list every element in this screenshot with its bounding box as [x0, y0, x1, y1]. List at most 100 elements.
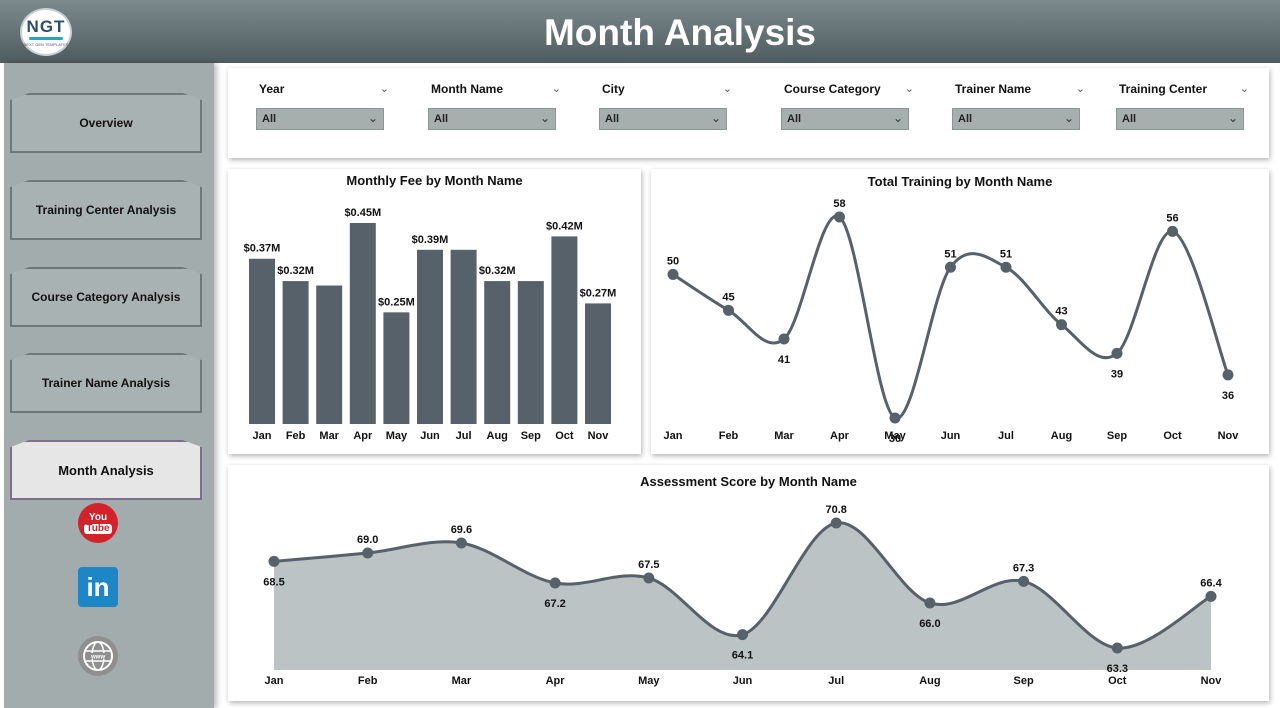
filter-year-value: All [262, 113, 277, 125]
x-tick-label: May [638, 675, 660, 687]
filter-year: Year ⌄ All ⌄ [256, 82, 389, 130]
nav-overview-button[interactable]: Overview [10, 93, 202, 153]
chevron-down-icon[interactable]: ⌄ [904, 83, 914, 95]
series-line-assessment-score [273, 521, 1212, 650]
linkedin-icon[interactable]: in [78, 567, 118, 607]
filter-month-name-label: Month Name [431, 82, 503, 96]
nav-training-center-analysis-button[interactable]: Training Center Analysis [10, 180, 202, 240]
chevron-down-icon[interactable]: ⌄ [722, 83, 732, 95]
page-title: Month Analysis [543, 12, 817, 53]
chevron-down-icon[interactable]: ⌄ [379, 83, 389, 95]
filter-month-name-select[interactable]: All ⌄ [428, 108, 556, 130]
filter-month-name: Month Name ⌄ All ⌄ [428, 82, 561, 130]
data-label: 41 [778, 354, 790, 366]
bar-sep [517, 281, 544, 424]
chevron-down-icon[interactable]: ⌄ [1239, 83, 1249, 95]
x-tick-label: Oct [555, 430, 574, 442]
bar-data-label: $0.45M [344, 207, 381, 219]
filter-month-name-value: All [434, 113, 449, 125]
nav-course-category-analysis-button[interactable]: Course Category Analysis [10, 267, 202, 327]
filter-course-category-select[interactable]: All ⌄ [781, 108, 909, 130]
filter-trainer-name-select[interactable]: All ⌄ [952, 108, 1080, 130]
logo-swoosh [29, 36, 63, 40]
data-label: 51 [944, 248, 956, 260]
x-tick-label: Aug [919, 675, 940, 687]
x-tick-label: Apr [830, 430, 850, 442]
monthly-fee-chart-title: Monthly Fee by Month Name [346, 173, 523, 188]
chevron-down-icon[interactable]: ⌄ [551, 83, 561, 95]
data-point [1056, 319, 1067, 331]
bar-data-label: $0.39M [412, 234, 449, 246]
data-label: 67.5 [638, 559, 659, 571]
chevron-down-icon: ⌄ [1227, 111, 1238, 125]
data-label: 36 [1222, 390, 1234, 402]
x-tick-label: Sep [521, 430, 541, 442]
globe-icon[interactable]: www [78, 636, 118, 676]
filter-trainer-name-value: All [958, 113, 973, 125]
filter-city: City ⌄ All ⌄ [599, 82, 732, 130]
filter-training-center: Training Center ⌄ All ⌄ [1116, 82, 1249, 130]
bar-data-label: $0.32M [479, 265, 516, 277]
data-point [667, 268, 679, 280]
x-tick-label: Sep [1014, 675, 1034, 687]
data-point [1205, 590, 1217, 602]
x-tick-label: Jun [420, 430, 440, 442]
area-fill-assessment-score [274, 522, 1211, 670]
x-tick-label: Feb [719, 430, 739, 442]
nav-month-analysis-button[interactable]: Month Analysis [10, 440, 202, 500]
data-label: 66.0 [919, 618, 940, 630]
total-training-chart-title: Total Training by Month Name [867, 174, 1053, 189]
filter-course-category: Course Category ⌄ All ⌄ [781, 82, 914, 130]
x-tick-label: Aug [487, 430, 508, 442]
data-label: 58 [833, 198, 845, 210]
data-point [455, 537, 467, 549]
x-tick-label: Feb [286, 430, 306, 442]
data-label: 45 [722, 291, 734, 303]
x-tick-label: Apr [353, 430, 373, 442]
data-label: 63.3 [1107, 663, 1128, 675]
x-tick-label: Apr [546, 675, 566, 687]
bar-mar [316, 285, 343, 424]
bar-data-label: $0.32M [277, 265, 314, 277]
filter-training-center-select[interactable]: All ⌄ [1116, 108, 1244, 130]
data-label: 43 [1055, 306, 1067, 318]
filter-year-select[interactable]: All ⌄ [256, 108, 384, 130]
assessment-score-area-chart: 68.5 Jan 69.0 Feb 69.6 Mar 67.2 Apr 67.5 May 64.1 J… [263, 504, 1223, 687]
data-point [1111, 347, 1123, 359]
filter-city-value: All [605, 113, 620, 125]
bar-jan [249, 258, 275, 424]
bar-data-label: $0.27M [580, 287, 617, 299]
filter-trainer-name: Trainer Name ⌄ All ⌄ [952, 82, 1085, 130]
data-label: 56 [1166, 212, 1178, 224]
youtube-icon[interactable]: You Tube [78, 503, 118, 543]
bar-aug [484, 281, 511, 424]
data-point [549, 577, 561, 589]
logo-tagline: NEXT GEN TEMPLATES [23, 41, 69, 47]
data-label: 50 [667, 255, 679, 267]
x-tick-label: Nov [1201, 675, 1223, 687]
logo-text: NGT [26, 16, 66, 36]
x-tick-label: Nov [588, 430, 610, 442]
globe-icon-graphic: www [83, 641, 113, 671]
x-tick-label: Mar [319, 430, 339, 442]
x-tick-label: Feb [358, 675, 378, 687]
data-point [1000, 261, 1012, 273]
monthly-fee-chart-panel: Monthly Fee by Month Name $0.37M Jan $0.32… [228, 169, 641, 454]
x-tick-label: Sep [1107, 430, 1127, 442]
filter-city-label: City [602, 82, 625, 96]
data-point [889, 412, 901, 424]
filter-city-select[interactable]: All ⌄ [599, 108, 727, 130]
data-point [723, 304, 734, 316]
chevron-down-icon[interactable]: ⌄ [1075, 83, 1085, 95]
bar-nov [585, 303, 611, 424]
nav-trainer-name-analysis-button[interactable]: Trainer Name Analysis [10, 353, 202, 413]
data-point [1222, 369, 1234, 381]
chevron-down-icon: ⌄ [539, 111, 550, 125]
x-tick-label: Jan [253, 430, 272, 442]
youtube-icon-text-top: You [88, 511, 108, 523]
data-point [1167, 225, 1178, 237]
x-tick-label: May [386, 430, 408, 442]
x-tick-label: Oct [1108, 675, 1127, 687]
data-point [778, 333, 790, 345]
